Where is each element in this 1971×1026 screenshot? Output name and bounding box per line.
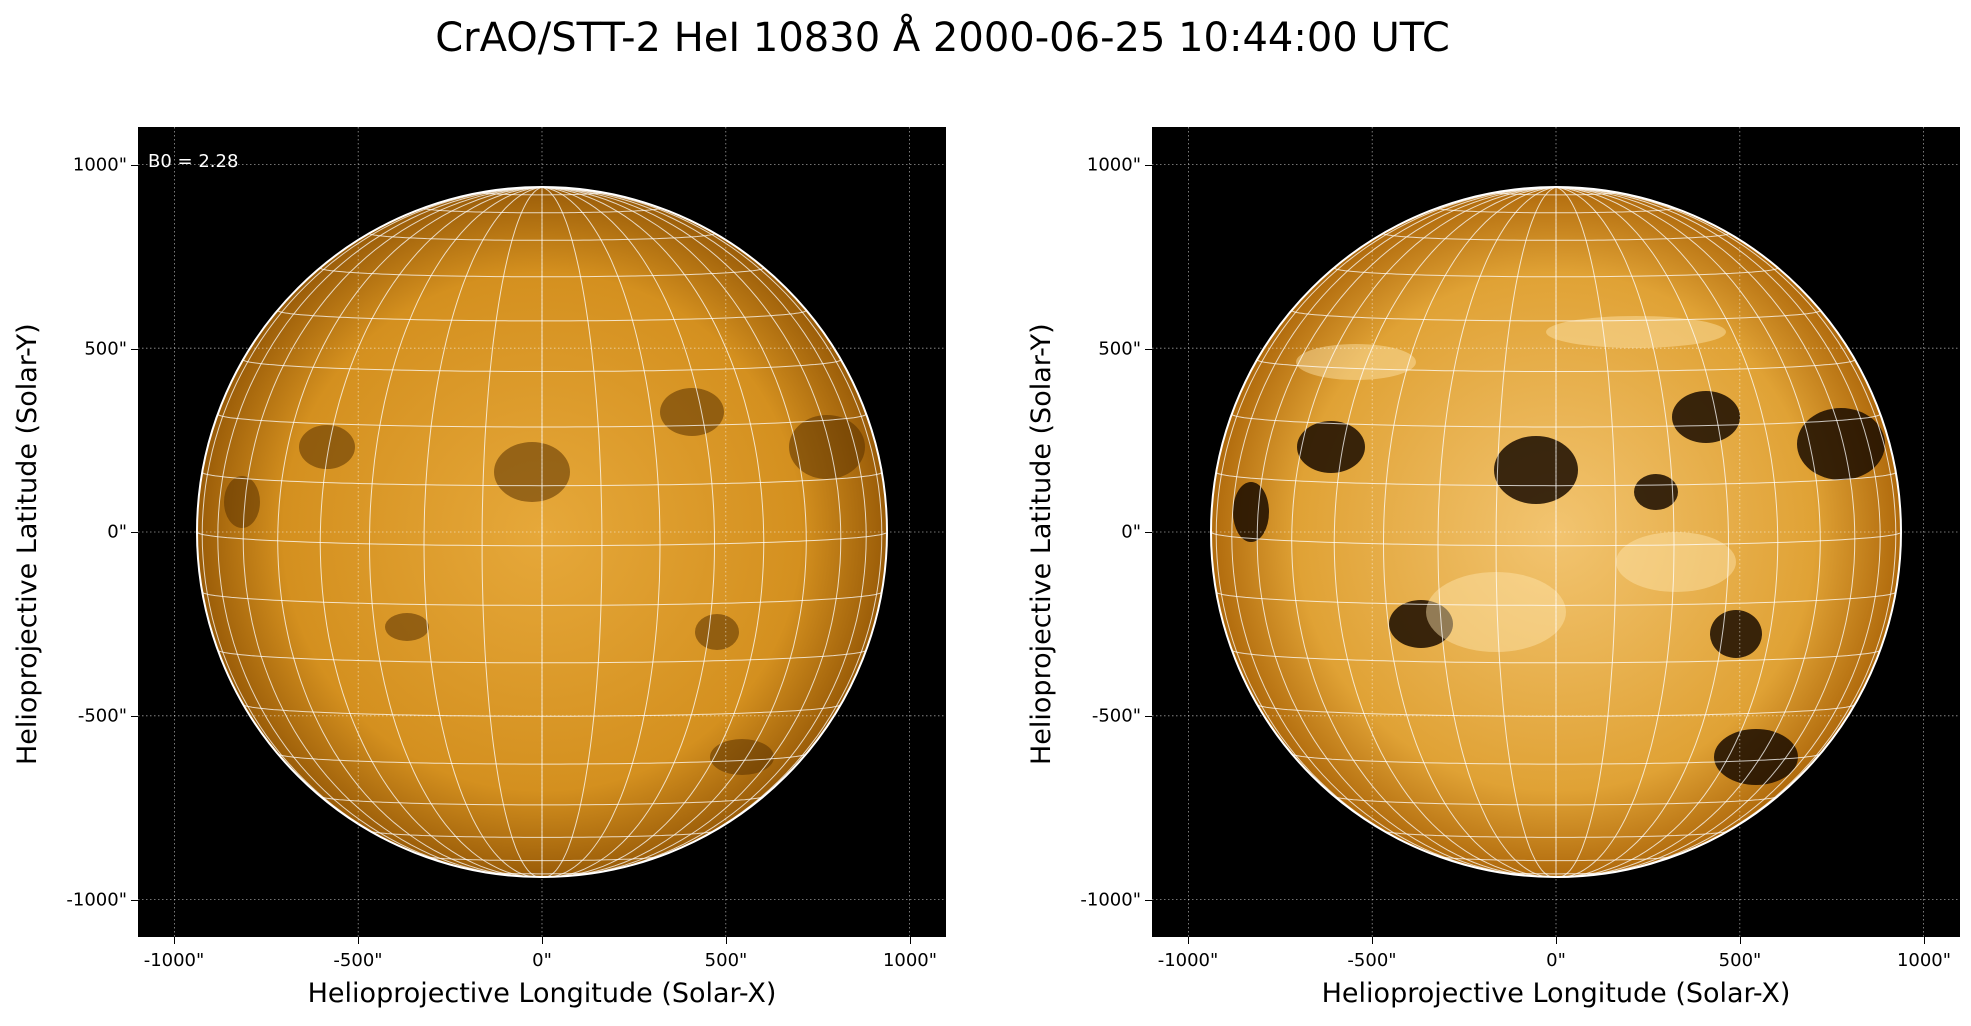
- figure-title: CrAO/STT-2 HeI 10830 Å 2000-06-25 10:44:…: [435, 15, 1450, 61]
- x-tick-mark: [174, 937, 175, 944]
- x-tick-label: 0": [1546, 950, 1566, 971]
- solar-image-left: B0 = 2.28: [138, 127, 946, 937]
- x-axis-label: Helioprojective Longitude (Solar-X): [1321, 978, 1791, 1009]
- y-tick-mark: [131, 349, 138, 350]
- x-tick-mark: [542, 937, 543, 944]
- x-tick-mark: [726, 937, 727, 944]
- solar-disk-left: [138, 127, 946, 937]
- y-axis-label: Helioprojective Latitude (Solar-Y): [12, 323, 43, 765]
- y-tick-label: 500": [1098, 338, 1141, 360]
- y-tick-label: 1000": [1086, 154, 1141, 176]
- y-tick-label: -500": [1091, 705, 1141, 727]
- x-tick-label: -500": [333, 950, 383, 971]
- x-tick-mark: [910, 937, 911, 944]
- x-tick-label: 0": [532, 950, 552, 971]
- y-tick-label: -1000": [66, 889, 127, 911]
- y-tick-mark: [1145, 165, 1152, 166]
- solar-disk-right: [1152, 127, 1960, 937]
- solar-image-right: [1152, 127, 1960, 937]
- y-tick-label: 1000": [72, 154, 127, 176]
- y-tick-label: 0": [107, 521, 127, 543]
- y-tick-mark: [1145, 900, 1152, 901]
- x-axis-label: Helioprojective Longitude (Solar-X): [307, 978, 777, 1009]
- x-tick-label: -500": [1347, 950, 1397, 971]
- y-tick-label: -1000": [1080, 889, 1141, 911]
- x-tick-label: -1000": [143, 950, 205, 971]
- y-tick-label: 500": [84, 338, 127, 360]
- x-tick-label: 500": [1718, 950, 1762, 971]
- b0-annotation: B0 = 2.28: [148, 151, 239, 172]
- y-tick-mark: [131, 716, 138, 717]
- x-tick-label: 1000": [882, 950, 938, 971]
- y-tick-mark: [1145, 716, 1152, 717]
- x-tick-mark: [1556, 937, 1557, 944]
- x-tick-label: 1000": [1896, 950, 1952, 971]
- y-tick-label: -500": [77, 705, 127, 727]
- y-tick-mark: [1145, 532, 1152, 533]
- y-tick-mark: [131, 165, 138, 166]
- x-tick-mark: [1372, 937, 1373, 944]
- x-tick-label: 500": [704, 950, 748, 971]
- x-tick-mark: [358, 937, 359, 944]
- y-tick-label: 0": [1121, 521, 1141, 543]
- y-axis-label: Helioprojective Latitude (Solar-Y): [1026, 323, 1057, 765]
- x-tick-mark: [1188, 937, 1189, 944]
- y-tick-mark: [131, 900, 138, 901]
- y-tick-mark: [1145, 349, 1152, 350]
- y-tick-mark: [131, 532, 138, 533]
- x-tick-label: -1000": [1157, 950, 1219, 971]
- x-tick-mark: [1924, 937, 1925, 944]
- x-tick-mark: [1740, 937, 1741, 944]
